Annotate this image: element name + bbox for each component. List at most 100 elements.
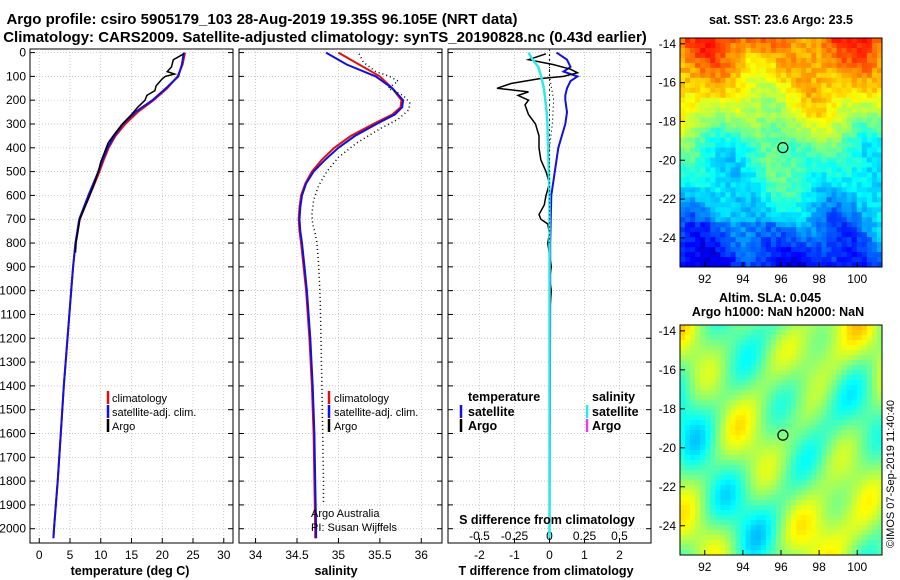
heatmap-cell [791,38,797,44]
heatmap-cell [685,360,691,366]
heatmap-cell [715,127,721,133]
heatmap-cell [846,212,853,218]
heatmap-cell [715,480,721,486]
heatmap-cell [856,325,863,331]
heatmap-cell [826,405,832,411]
heatmap-cell [806,137,812,143]
heatmap-cell [770,117,777,124]
heatmap-cell [715,400,721,406]
heatmap-cell [755,47,762,54]
heatmap-cell [710,385,716,391]
heatmap-cell [806,42,812,49]
heatmap-cell [861,142,868,148]
heatmap-cell [745,52,752,59]
heatmap-cell [695,455,701,461]
heatmap-cell [740,107,747,114]
heatmap-cell [841,420,848,426]
heatmap-cell [750,157,757,163]
heatmap-cell [700,197,706,203]
heatmap-cell [831,400,837,406]
heatmap-cell [745,475,752,481]
heatmap-cell [770,510,777,516]
heatmap-cell [685,117,691,124]
heatmap-cell [725,127,731,133]
heatmap-cell [705,480,711,486]
heatmap-cell [871,62,878,69]
heatmap-cell [851,117,858,124]
heatmap-cell [801,505,807,511]
heatmap-cell [841,62,848,69]
heatmap-cell [770,82,777,89]
heatmap-cell [791,335,797,341]
heatmap-cell [735,425,741,431]
heatmap-cell [695,232,701,238]
heatmap-cell [866,217,873,223]
heatmap-cell [851,415,858,421]
heatmap-cell [750,520,757,526]
heatmap-cell [836,545,842,551]
heatmap-cell [680,87,686,94]
heatmap-cell [861,350,868,356]
heatmap-cell [831,102,837,109]
heatmap-cell [866,465,873,471]
heatmap-cell [740,87,747,94]
heatmap-cell [781,82,787,89]
heatmap-cell [705,87,711,94]
heatmap-cell [760,97,767,104]
heatmap-cell [740,440,747,446]
heatmap-cell [811,375,817,381]
heatmap-cell [811,410,817,416]
heatmap-cell [715,340,721,346]
heatmap-cell [826,435,832,441]
heatmap-cell [806,147,812,153]
heatmap-cell [705,495,711,501]
heatmap-cell [745,445,752,451]
heatmap-cell [866,340,873,346]
heatmap-cell [755,142,762,148]
heatmap-cell [846,460,853,466]
heatmap-cell [705,395,711,401]
heatmap-cell [876,445,883,451]
heatmap-cell [806,445,812,451]
heatmap-cell [791,350,797,356]
heatmap-cell [695,405,701,411]
heatmap-cell [690,142,696,148]
heatmap-cell [836,207,842,213]
heatmap-cell [765,57,772,64]
heatmap-cell [680,505,686,511]
heatmap-cell [755,455,762,461]
heatmap-cell [750,445,757,451]
heatmap-cell [765,440,772,446]
heatmap-cell [876,217,883,223]
heatmap-cell [801,62,807,69]
heatmap-cell [720,485,726,491]
heatmap-cell [841,77,848,84]
heatmap-cell [705,262,711,268]
legend-label-climatology: climatology [334,393,390,405]
heatmap-cell [806,152,812,158]
heatmap-cell [866,520,873,526]
heatmap-cell [735,430,741,436]
heatmap-cell [811,237,817,243]
heatmap-cell [705,365,711,371]
heatmap-cell [801,52,807,59]
heatmap-cell [710,67,716,74]
heatmap-cell [775,232,782,238]
heatmap-cell [775,370,782,376]
heatmap-cell [700,545,706,551]
heatmap-cell [690,485,696,491]
heatmap-cell [765,490,772,496]
heatmap-cell [846,97,853,104]
heatmap-cell [781,450,787,456]
heatmap-cell [801,92,807,99]
heatmap-cell [705,370,711,376]
heatmap-cell [730,132,736,138]
heatmap-cell [871,420,878,426]
heatmap-cell [755,440,762,446]
heatmap-cell [735,137,741,143]
heatmap-cell [826,420,832,426]
heatmap-cell [806,545,812,551]
heatmap-cell [866,172,873,178]
heatmap-cell [695,172,701,178]
heatmap-cell [876,207,883,213]
